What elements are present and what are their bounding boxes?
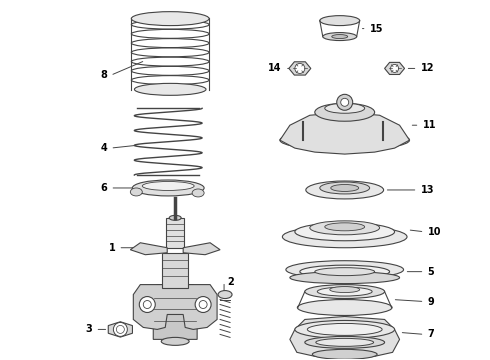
Ellipse shape [306, 181, 384, 199]
Text: 4: 4 [100, 143, 107, 153]
Circle shape [341, 98, 349, 106]
Ellipse shape [286, 261, 404, 279]
Ellipse shape [130, 188, 142, 196]
Ellipse shape [325, 103, 365, 113]
Bar [162, 253, 188, 288]
Ellipse shape [316, 338, 374, 346]
Ellipse shape [295, 320, 394, 338]
Text: 2: 2 [227, 276, 234, 287]
Ellipse shape [290, 272, 399, 284]
Polygon shape [290, 316, 399, 358]
Polygon shape [133, 285, 217, 329]
Ellipse shape [192, 189, 204, 197]
Ellipse shape [295, 133, 394, 147]
Ellipse shape [331, 184, 359, 192]
Polygon shape [153, 285, 197, 339]
Polygon shape [289, 62, 311, 75]
Ellipse shape [305, 285, 385, 298]
Circle shape [139, 297, 155, 312]
Polygon shape [280, 112, 410, 154]
Ellipse shape [332, 35, 348, 39]
Circle shape [113, 323, 127, 336]
Text: 5: 5 [427, 267, 434, 276]
Text: 10: 10 [427, 227, 441, 237]
Text: 9: 9 [427, 297, 434, 306]
Ellipse shape [323, 32, 357, 41]
Bar [166, 218, 184, 248]
Ellipse shape [325, 223, 365, 231]
Polygon shape [385, 62, 405, 75]
Text: 14: 14 [269, 63, 282, 73]
Ellipse shape [305, 336, 385, 348]
Text: 15: 15 [369, 24, 383, 33]
Text: 1: 1 [109, 243, 115, 253]
Ellipse shape [280, 130, 410, 150]
Ellipse shape [307, 323, 382, 336]
Ellipse shape [315, 268, 375, 276]
Ellipse shape [312, 349, 377, 359]
Text: 12: 12 [420, 63, 434, 73]
Ellipse shape [315, 103, 375, 121]
Ellipse shape [320, 182, 369, 194]
Ellipse shape [218, 291, 232, 298]
Ellipse shape [131, 12, 209, 26]
Text: 3: 3 [86, 324, 93, 334]
Ellipse shape [282, 226, 407, 248]
Polygon shape [108, 322, 132, 337]
Ellipse shape [297, 300, 392, 315]
Circle shape [337, 94, 353, 110]
Ellipse shape [330, 287, 360, 293]
Ellipse shape [161, 337, 189, 345]
Text: 7: 7 [427, 329, 434, 339]
Ellipse shape [300, 265, 390, 278]
Ellipse shape [310, 221, 380, 235]
Text: 11: 11 [422, 120, 436, 130]
Ellipse shape [295, 223, 394, 241]
Circle shape [391, 64, 398, 72]
Ellipse shape [169, 215, 181, 220]
Text: 13: 13 [420, 185, 434, 195]
Circle shape [195, 297, 211, 312]
Ellipse shape [142, 181, 194, 190]
Ellipse shape [134, 84, 206, 95]
Polygon shape [130, 243, 167, 255]
Polygon shape [183, 243, 220, 255]
Ellipse shape [320, 15, 360, 26]
Text: 8: 8 [100, 71, 107, 80]
Text: 6: 6 [100, 183, 107, 193]
Circle shape [295, 63, 305, 73]
Ellipse shape [318, 287, 372, 296]
Ellipse shape [132, 180, 204, 196]
